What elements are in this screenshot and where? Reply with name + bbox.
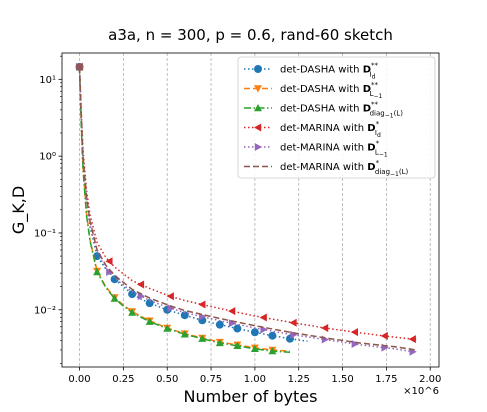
y-tick-label: 10¹ (39, 75, 56, 86)
data-point (215, 338, 224, 347)
series-line (78, 66, 417, 351)
chart-title: a3a, n = 300, p = 0.6, rand-60 sketch (108, 26, 393, 44)
y-axis-ticks: 10¹ 10⁰ 10⁻¹ 10⁻² (34, 55, 62, 364)
data-point (254, 143, 262, 151)
legend-box (237, 56, 436, 179)
series-layer (75, 62, 417, 356)
data-point (136, 280, 145, 289)
legend-label: det-MARINA with D* diag−1(L) (280, 159, 409, 178)
series-line (78, 66, 308, 342)
legend-entry: det-MARINA with D* L−1 (244, 140, 388, 159)
data-point (290, 330, 298, 339)
data-point (268, 331, 277, 340)
data-point (93, 252, 102, 261)
data-point (228, 307, 236, 316)
data-point (180, 311, 189, 320)
series-line (78, 66, 291, 352)
x-tick-label: 1.00 (244, 374, 266, 385)
y-tick-label: 10⁻¹ (34, 228, 56, 239)
data-point (128, 290, 137, 299)
legend-label: det-DASHA with D** Id (280, 62, 379, 81)
data-point (198, 334, 207, 342)
data-point (145, 317, 154, 325)
x-tick-label: 1.50 (331, 374, 353, 385)
data-point (228, 319, 237, 328)
legend-label: det-MARINA with D* L−1 (280, 140, 388, 159)
legend-entry: det-DASHA with D** diag−1(L) (244, 101, 403, 120)
x-tick-label: 0.50 (156, 374, 178, 385)
x-tick-label: 1.75 (375, 374, 397, 385)
y-axis-label: G_K,D (9, 186, 29, 234)
data-point (289, 318, 297, 327)
data-point (350, 328, 359, 337)
data-point (145, 299, 154, 308)
data-point (106, 267, 114, 276)
legend-entry: det-MARINA with D* diag−1(L) (244, 159, 409, 178)
x-tick-label: 2.00 (419, 374, 441, 385)
data-point (254, 65, 262, 73)
data-point (321, 323, 329, 332)
data-point (163, 324, 172, 332)
legend-label: det-DASHA with D** diag−1(L) (280, 101, 403, 120)
x-tick-label: 1.25 (288, 374, 310, 385)
data-point (167, 304, 175, 313)
y-tick-label: 10⁰ (39, 152, 56, 163)
data-point (250, 328, 259, 337)
data-point (254, 104, 262, 112)
data-point (250, 344, 259, 353)
data-point (128, 308, 137, 316)
data-point (254, 123, 262, 132)
series-line (78, 66, 291, 354)
data-point (259, 313, 267, 322)
data-point (254, 85, 262, 93)
data-point (93, 268, 102, 276)
data-point (180, 330, 189, 338)
start-point (76, 63, 83, 71)
x-axis-multiplier: ×10^6 (403, 386, 439, 397)
data-point (105, 257, 113, 266)
legend-label: det-MARINA with D* Id (280, 120, 381, 139)
x-axis-label: Number of bytes (184, 387, 318, 406)
data-point (110, 294, 119, 302)
data-point (351, 340, 359, 349)
x-tick-label: 0.00 (68, 374, 90, 385)
x-tick-label: 0.25 (112, 374, 134, 385)
data-point (233, 341, 242, 349)
legend-entry: det-DASHA with D** Id (244, 62, 379, 81)
x-axis-ticks: 0.00 0.25 0.50 0.75 1.00 1.25 1.50 1.75 2.00 (68, 367, 441, 385)
data-point (380, 331, 388, 340)
legend-label: det-DASHA with D** L−1 (280, 81, 383, 100)
legend-entry: det-MARINA with D* Id (244, 120, 381, 139)
data-point (268, 347, 277, 355)
data-point (166, 292, 174, 301)
data-point (215, 320, 224, 329)
y-tick-label: 10⁻² (34, 305, 56, 316)
x-tick-label: 0.75 (200, 374, 222, 385)
data-point (408, 335, 416, 344)
data-point (137, 292, 145, 301)
series-6 (76, 63, 417, 351)
data-point (233, 324, 242, 333)
legend-entry: det-DASHA with D** L−1 (244, 81, 383, 100)
data-point (198, 300, 206, 309)
